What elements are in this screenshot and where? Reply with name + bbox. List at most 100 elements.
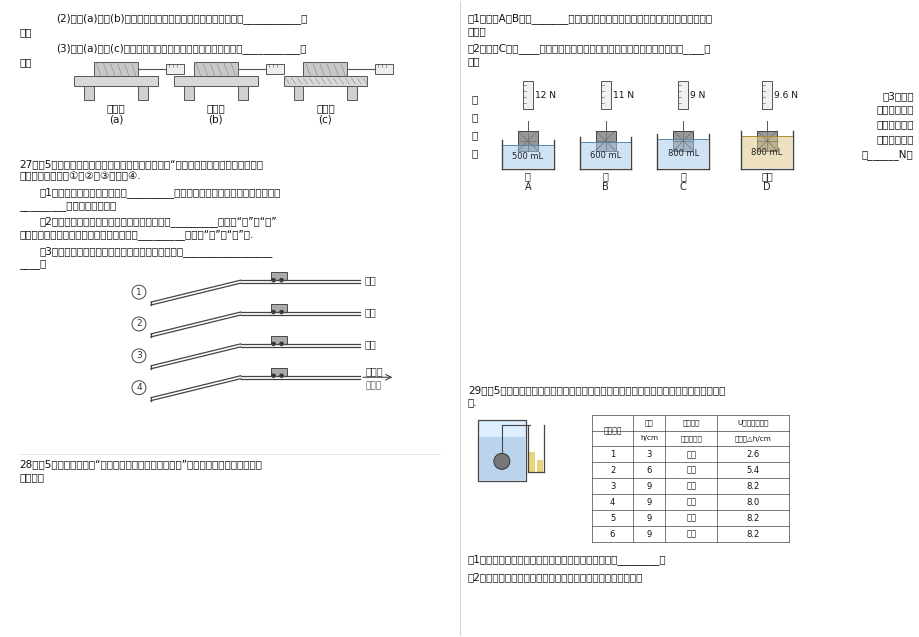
Bar bbox=[270, 304, 286, 312]
Text: 1: 1 bbox=[609, 450, 615, 459]
Text: 6: 6 bbox=[609, 529, 615, 538]
Text: 实验次数: 实验次数 bbox=[603, 426, 621, 435]
Text: 3: 3 bbox=[609, 482, 615, 490]
Bar bbox=[479, 438, 524, 480]
Bar bbox=[522, 81, 532, 109]
Bar bbox=[94, 62, 138, 76]
Text: 关。: 关。 bbox=[468, 56, 480, 66]
Text: 28．（5分）如图所示是“探究浮力大小与哪些因素有关”的实验装置，请根据图示回: 28．（5分）如图所示是“探究浮力大小与哪些因素有关”的实验装置，请根据图示回 bbox=[19, 459, 262, 469]
Bar bbox=[580, 142, 630, 168]
Text: 3: 3 bbox=[646, 450, 652, 459]
Text: 600 mL: 600 mL bbox=[589, 151, 620, 160]
Text: 深度: 深度 bbox=[644, 419, 653, 426]
Text: 光滑面: 光滑面 bbox=[365, 382, 381, 390]
Text: 5: 5 bbox=[609, 513, 615, 522]
Text: 差: 差 bbox=[471, 148, 478, 158]
FancyBboxPatch shape bbox=[174, 76, 257, 86]
Text: 砂纸面: 砂纸面 bbox=[316, 103, 335, 113]
Text: 完全浸没在水: 完全浸没在水 bbox=[875, 104, 913, 114]
Text: 时，物体上下: 时，物体上下 bbox=[875, 119, 913, 129]
Bar bbox=[194, 62, 237, 76]
Bar bbox=[375, 64, 392, 74]
Text: _________由静止开始滑下。: _________由静止开始滑下。 bbox=[19, 201, 117, 210]
Text: D: D bbox=[763, 182, 770, 192]
Circle shape bbox=[271, 374, 276, 378]
Text: 面所受压力的: 面所受压力的 bbox=[875, 134, 913, 144]
Circle shape bbox=[279, 310, 283, 314]
Bar bbox=[138, 86, 148, 100]
Text: U型管左右液面: U型管左右液面 bbox=[736, 419, 768, 426]
Text: 高度差△h/cm: 高度差△h/cm bbox=[734, 435, 771, 442]
Text: 9.6 N: 9.6 N bbox=[773, 91, 797, 100]
Bar bbox=[528, 452, 534, 472]
FancyBboxPatch shape bbox=[74, 76, 158, 86]
Text: 为______N。: 为______N。 bbox=[861, 149, 913, 160]
Text: （2）综合分析上列实验数据，归纳可以得出液体压强的规律：: （2）综合分析上列实验数据，归纳可以得出液体压强的规律： bbox=[468, 572, 642, 582]
Bar bbox=[303, 62, 347, 76]
Text: 2: 2 bbox=[136, 320, 142, 329]
Text: (c): (c) bbox=[318, 115, 332, 125]
Text: 朝左: 朝左 bbox=[686, 513, 696, 522]
Text: 答问题：: 答问题： bbox=[19, 472, 44, 482]
FancyBboxPatch shape bbox=[283, 76, 367, 86]
Circle shape bbox=[271, 278, 276, 282]
Text: (b): (b) bbox=[209, 115, 222, 125]
Bar bbox=[270, 272, 286, 280]
Text: A: A bbox=[524, 182, 530, 192]
Text: 朝右: 朝右 bbox=[686, 529, 696, 538]
Text: 有关。: 有关。 bbox=[468, 26, 486, 36]
Text: 表: 表 bbox=[471, 130, 478, 140]
Text: 木板面: 木板面 bbox=[206, 103, 225, 113]
Text: 3: 3 bbox=[136, 352, 142, 361]
Text: 1: 1 bbox=[136, 288, 142, 297]
Text: 朝下: 朝下 bbox=[686, 497, 696, 506]
Text: 体: 体 bbox=[471, 94, 478, 104]
Text: 27．（5分）在学习《牛顿第一定律》时，为了探究“阻力对物体运动的影响，我们做: 27．（5分）在学习《牛顿第一定律》时，为了探究“阻力对物体运动的影响，我们做 bbox=[19, 159, 263, 169]
Text: 水: 水 bbox=[524, 171, 530, 182]
Bar bbox=[266, 64, 283, 74]
Text: ）这说明小车受到的阻力越小，速度减小得_________（选填“快”或“慢”）.: ）这说明小车受到的阻力越小，速度减小得_________（选填“快”或“慢”）. bbox=[19, 229, 254, 240]
Text: 朝上: 朝上 bbox=[686, 450, 696, 459]
Text: 8.2: 8.2 bbox=[745, 529, 759, 538]
Bar bbox=[761, 81, 771, 109]
Text: 液油: 液油 bbox=[760, 171, 772, 182]
Bar bbox=[270, 336, 286, 344]
Text: （3）进而推理得出：如果运动物体不受力，它将．_________________: （3）进而推理得出：如果运动物体不受力，它将．_________________ bbox=[40, 247, 272, 257]
Text: 水中的方向: 水中的方向 bbox=[680, 435, 701, 442]
Text: 朝上: 朝上 bbox=[686, 466, 696, 475]
Text: 2.6: 2.6 bbox=[745, 450, 759, 459]
Bar bbox=[478, 420, 526, 482]
Text: 4: 4 bbox=[136, 383, 142, 392]
Bar bbox=[293, 86, 303, 100]
Text: 关。: 关。 bbox=[19, 27, 32, 38]
Text: 4: 4 bbox=[609, 497, 615, 506]
Bar bbox=[742, 136, 791, 168]
Text: 木板: 木板 bbox=[364, 339, 376, 349]
Circle shape bbox=[494, 454, 509, 469]
Bar bbox=[165, 64, 184, 74]
Text: 11 N: 11 N bbox=[612, 91, 633, 100]
Text: （2）由图C和图____可知物体排开相同体积的液体时，浮力大小跟液体的____有: （2）由图C和图____可知物体排开相同体积的液体时，浮力大小跟液体的____有 bbox=[468, 43, 710, 54]
Text: 木板面: 木板面 bbox=[107, 103, 125, 113]
Bar bbox=[658, 139, 708, 168]
Text: 9: 9 bbox=[646, 482, 652, 490]
Bar bbox=[347, 86, 357, 100]
Bar bbox=[270, 368, 286, 376]
Text: 8.2: 8.2 bbox=[745, 482, 759, 490]
Text: （3）当物: （3）当物 bbox=[881, 91, 913, 101]
Text: 5.4: 5.4 bbox=[745, 466, 759, 475]
Text: 棉布: 棉布 bbox=[364, 307, 376, 317]
Text: 水: 水 bbox=[680, 171, 686, 182]
Text: 12 N: 12 N bbox=[534, 91, 555, 100]
Text: 8.0: 8.0 bbox=[745, 497, 759, 506]
Text: 6: 6 bbox=[646, 466, 652, 475]
Bar bbox=[517, 131, 538, 151]
Bar bbox=[595, 131, 615, 151]
Text: 29．（5分）下表是小明同学利用如图所示的实验装置探究液体压强规律时所测得的部分数: 29．（5分）下表是小明同学利用如图所示的实验装置探究液体压强规律时所测得的部分… bbox=[468, 385, 724, 395]
Text: 2: 2 bbox=[609, 466, 615, 475]
Text: (2)将图(a)和图(b)的实验进行比较可知，滑动摩擦力的大小与___________有: (2)将图(a)和图(b)的实验进行比较可知，滑动摩擦力的大小与________… bbox=[56, 13, 307, 24]
Text: 8.2: 8.2 bbox=[745, 513, 759, 522]
Text: （2）实验表明表面越光滑，小车运动的距离越_________（选填“远”或“近”: （2）实验表明表面越光滑，小车运动的距离越_________（选填“远”或“近” bbox=[40, 217, 277, 227]
Text: （1）为了使小车在进入平面时_________相同，在实验中应让小车从同一斜面、: （1）为了使小车在进入平面时_________相同，在实验中应让小车从同一斜面、 bbox=[40, 187, 280, 199]
Bar bbox=[536, 461, 542, 472]
